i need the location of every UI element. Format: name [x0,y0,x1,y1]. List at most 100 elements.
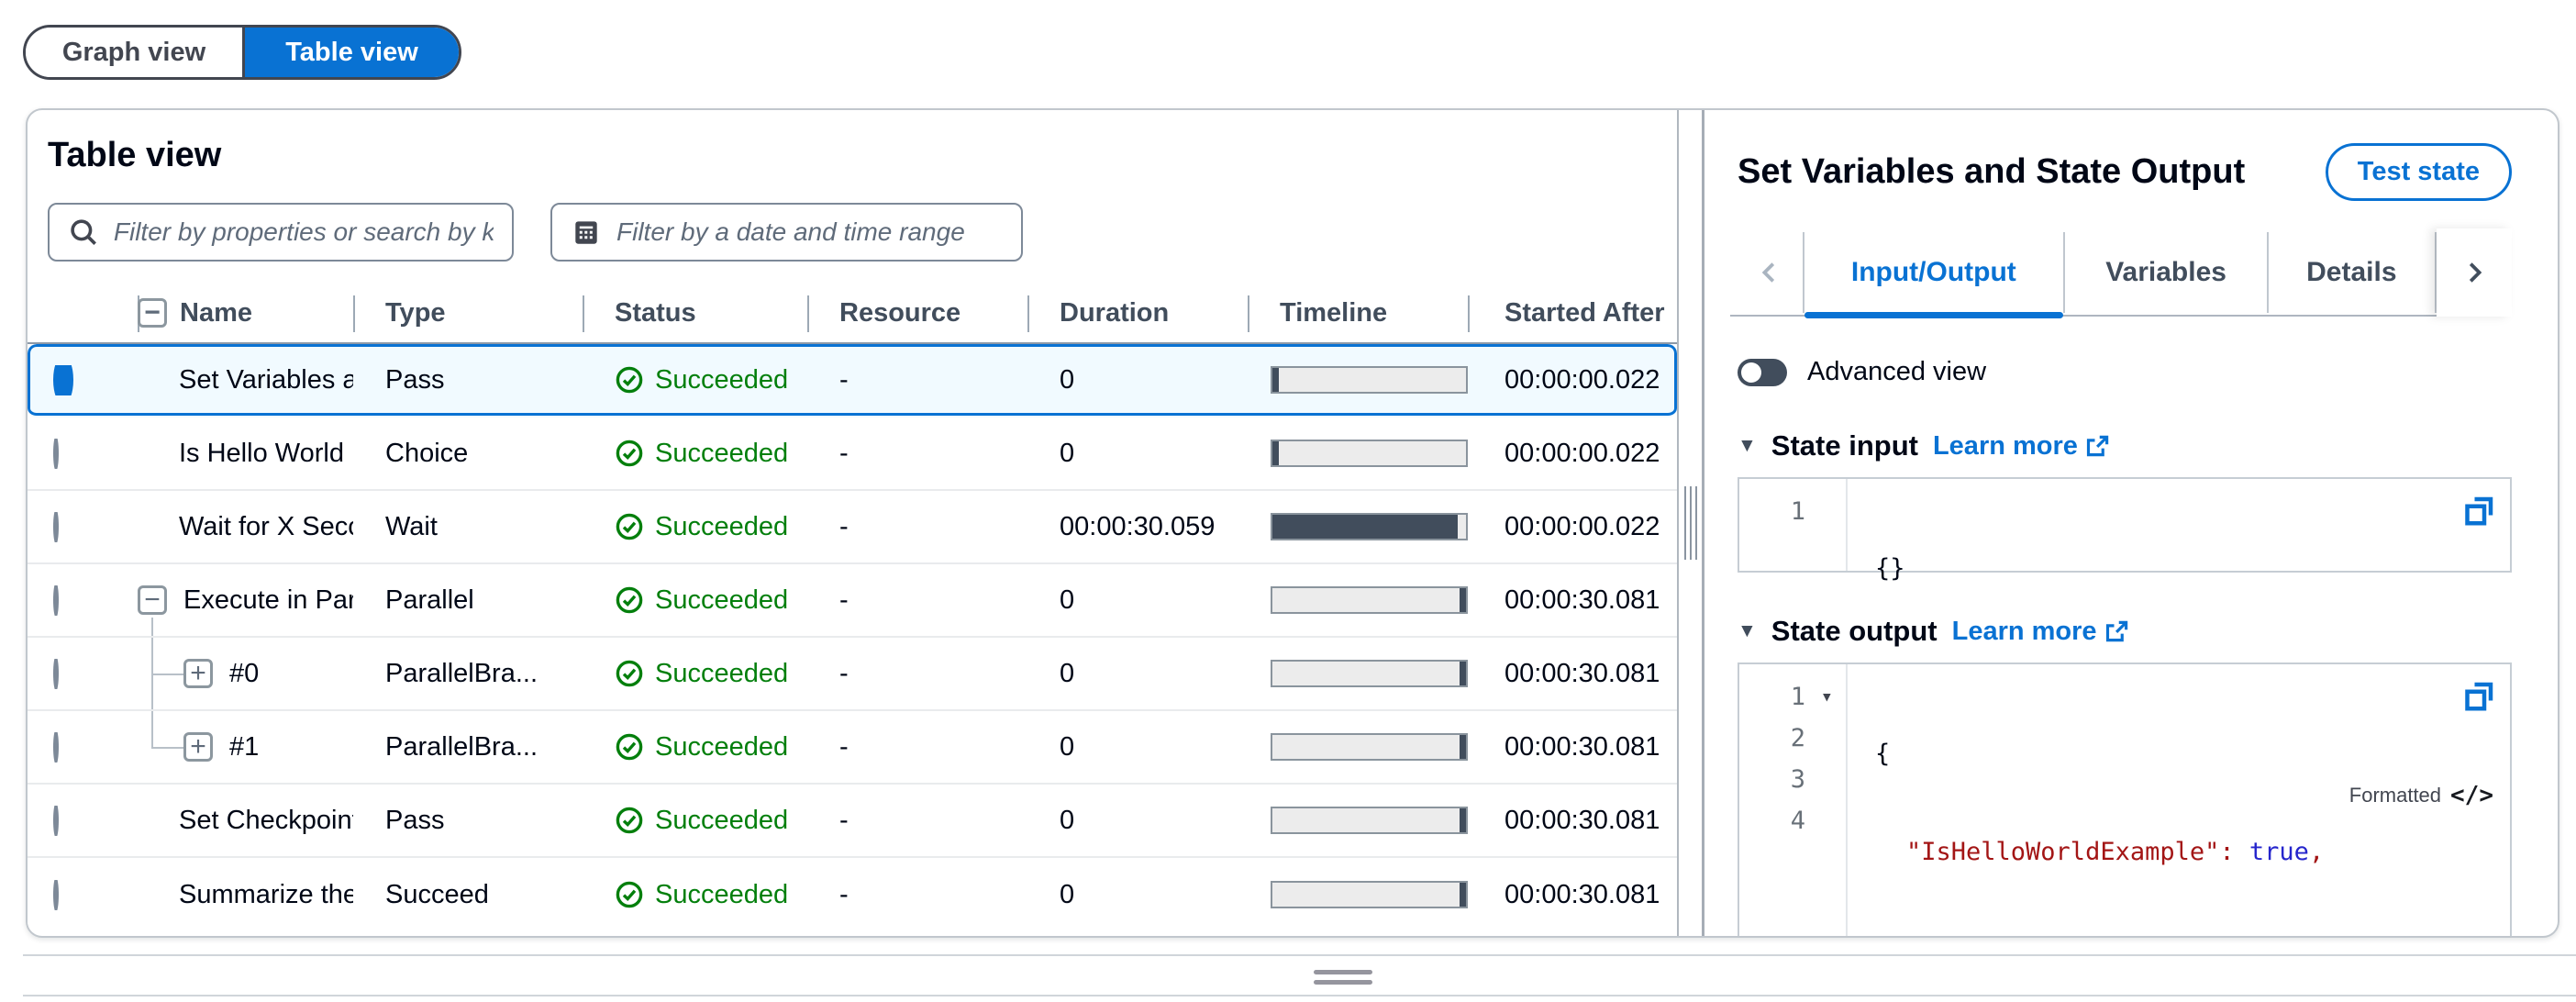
state-output-editor[interactable]: 1 ▾ 2 3 4 { "IsHelloWorldExample": true, … [1738,662,2512,936]
row-type: ParallelBra... [385,731,539,762]
row-started-after: 00:00:00.022 [1505,364,1660,395]
date-range-filter-input[interactable]: Filter by a date and time range [550,203,1023,262]
details-tabs: Input/Output Variables Details [1730,228,2512,318]
state-output-learn-more-link[interactable]: Learn more [1952,617,2130,647]
copy-icon[interactable] [2460,492,2497,529]
row-status: Succeeded [583,659,807,689]
row-status: Succeeded [583,512,807,542]
code-brackets-icon: </> [2450,782,2493,809]
row-started-after: 00:00:30.081 [1505,731,1660,762]
column-header-resource: Resource [807,284,1027,342]
filter-bar: Filter by properties or search by k Filt… [48,203,1677,262]
row-type: Pass [385,364,445,395]
table-row[interactable]: Set Variables ar Pass Succeeded - 0 00:0… [28,344,1677,418]
row-radio-selected[interactable] [53,364,73,395]
row-radio[interactable] [53,511,59,542]
table-row[interactable]: − Execute in Para Parallel Succeeded - 0… [28,564,1677,638]
row-resource: - [839,584,849,615]
timeline-bar [1271,660,1468,687]
state-output-title: State output [1771,615,1938,647]
tabs-scroll-left-button[interactable] [1738,228,1803,317]
tree-connector [151,674,184,675]
row-duration: 00:00:30.059 [1060,511,1216,541]
property-filter-input[interactable]: Filter by properties or search by k [48,203,514,262]
tab-divider [2063,232,2066,313]
details-panel: Set Variables and State Output Test stat… [1704,110,2558,936]
timeline-bar [1271,366,1468,394]
details-panel-title: Set Variables and State Output [1738,152,2246,191]
row-status: Succeeded [583,880,807,910]
column-header-name: Name [180,297,252,328]
section-collapse-icon[interactable]: ▼ [1738,435,1757,456]
row-radio[interactable] [53,879,59,910]
row-name: Set Checkpoint [179,805,353,835]
tree-connector [151,618,153,636]
row-radio[interactable] [53,805,59,836]
success-check-icon [616,513,643,540]
row-started-after: 00:00:30.081 [1505,805,1660,835]
date-range-placeholder: Filter by a date and time range [616,217,965,246]
row-radio[interactable] [53,731,59,763]
timeline-bar [1271,586,1468,614]
row-name: Set Variables ar [179,364,353,395]
expand-row-icon[interactable]: + [183,659,213,688]
timeline-bar [1271,440,1468,467]
code-line: {} [1875,554,1905,583]
tab-variables[interactable]: Variables [2105,257,2226,287]
table-header-row: − Name Type Status Resource Duration Tim… [28,284,1677,344]
row-duration: 0 [1060,731,1075,762]
row-type: ParallelBra... [385,658,539,688]
advanced-view-toggle[interactable] [1738,358,1787,386]
tab-divider [1802,232,1804,313]
row-name: Execute in Para [183,584,353,615]
search-icon [71,219,96,245]
row-type: Choice [385,438,469,468]
row-started-after: 00:00:30.081 [1505,879,1660,909]
formatted-indicator: Formatted </> [2348,782,2493,809]
test-state-button[interactable]: Test state [2325,143,2512,201]
row-status: Succeeded [583,439,807,469]
success-check-icon [616,366,643,394]
row-radio[interactable] [53,584,59,616]
tree-connector [151,711,153,749]
table-view-button[interactable]: Table view [242,28,459,77]
line-number-gutter: 1 [1739,479,1848,571]
timeline-bar [1271,881,1468,908]
row-resource: - [839,731,849,762]
expand-row-icon[interactable]: + [183,732,213,762]
split-panel-resize-bar[interactable] [23,954,2576,996]
panel-resize-handle[interactable] [1679,110,1704,936]
collapse-row-icon[interactable]: − [138,585,167,615]
table-row[interactable]: Wait for X Secon Wait Succeeded - 00:00:… [28,491,1677,564]
row-duration: 0 [1060,879,1075,909]
tab-input-output[interactable]: Input/Output [1804,228,2064,318]
state-input-learn-more-link[interactable]: Learn more [1933,431,2111,462]
tab-divider [2267,232,2269,313]
row-radio[interactable] [53,438,59,469]
row-radio[interactable] [53,658,59,689]
table-row[interactable]: Is Hello World E Choice Succeeded - 0 00… [28,418,1677,491]
collapse-all-icon[interactable]: − [138,298,167,328]
calendar-icon [575,221,597,244]
column-header-started-after: Started After [1468,284,1677,342]
graph-view-button[interactable]: Graph view [26,28,242,77]
success-check-icon [616,733,643,761]
state-input-editor[interactable]: 1 {} [1738,477,2512,583]
table-row[interactable]: Summarize the Succeed Succeeded - 0 00:0… [28,858,1677,931]
table-row[interactable]: + #1 ParallelBra... Succeeded - 0 00:00:… [28,711,1677,785]
row-started-after: 00:00:30.081 [1505,658,1660,688]
section-collapse-icon[interactable]: ▼ [1738,620,1757,641]
row-name: Summarize the [179,879,353,909]
table-row[interactable]: Set Checkpoint Pass Succeeded - 0 00:00:… [28,785,1677,858]
tab-details[interactable]: Details [2306,257,2397,287]
timeline-bar [1271,733,1468,761]
main-card: Table view Filter by properties or searc… [26,108,2559,938]
copy-icon[interactable] [2460,677,2497,714]
code-fold-icon[interactable]: ▾ [1820,685,1833,708]
column-header-type: Type [353,284,583,342]
code-line: { [1875,740,1891,768]
tabs-scroll-right-button[interactable] [2436,228,2512,317]
row-resource: - [839,658,849,688]
success-check-icon [616,586,643,614]
table-row[interactable]: + #0 ParallelBra... Succeeded - 0 00:00:… [28,638,1677,711]
